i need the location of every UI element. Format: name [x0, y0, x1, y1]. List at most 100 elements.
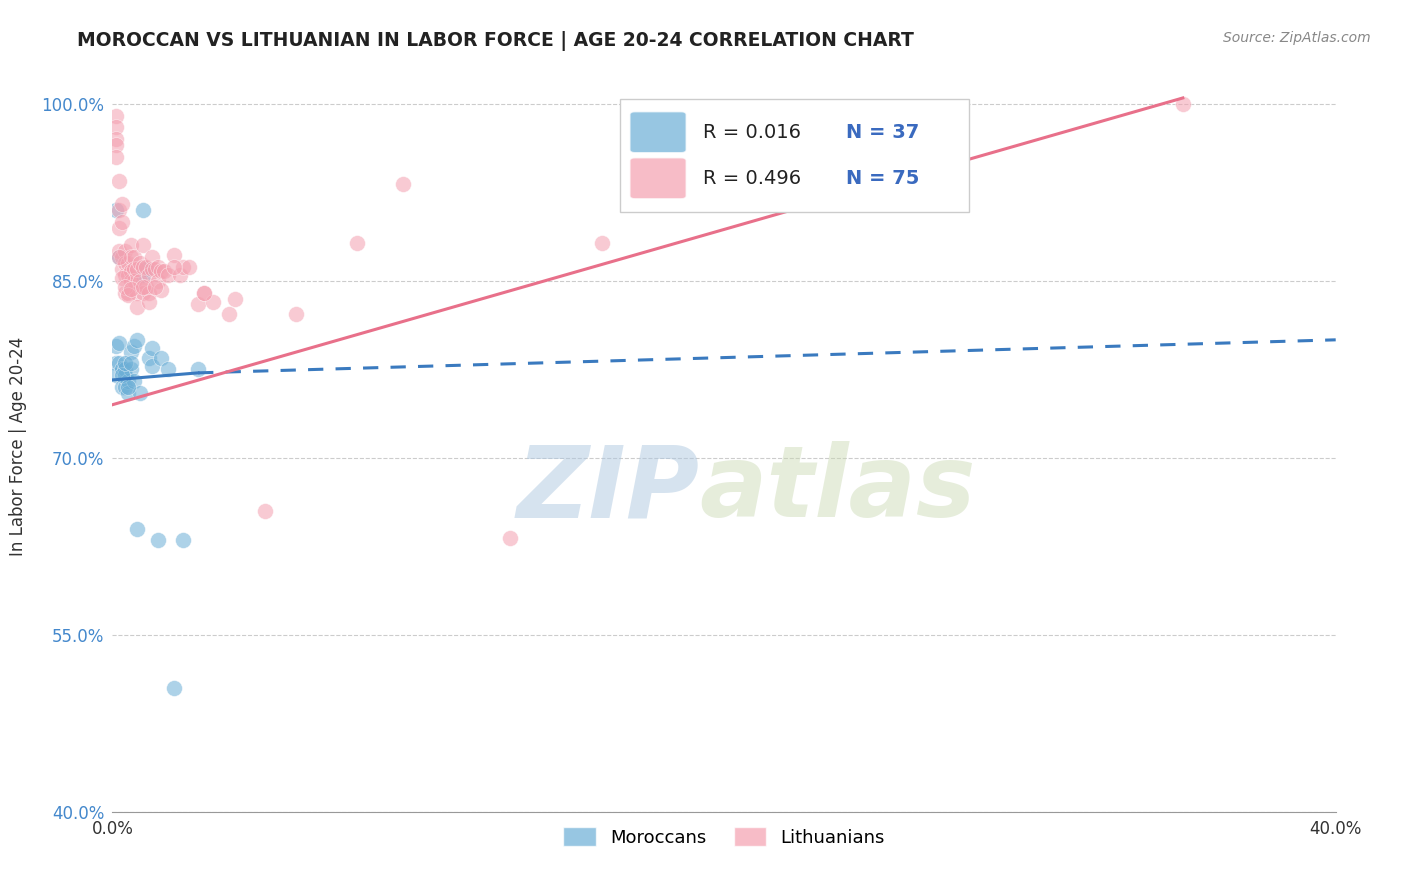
Point: [107, 336, 129, 351]
Point: [202, 295, 225, 310]
Point: [104, 339, 127, 353]
Point: [104, 138, 127, 153]
Point: [163, 681, 186, 695]
Point: [218, 307, 240, 321]
Point: [129, 385, 152, 400]
Point: [138, 285, 160, 300]
Point: [107, 250, 129, 264]
Point: [172, 533, 194, 548]
Point: [104, 150, 127, 164]
Point: [120, 238, 142, 252]
Point: [111, 362, 134, 376]
Point: [141, 262, 163, 277]
Point: [122, 250, 145, 264]
Point: [150, 283, 173, 297]
Point: [135, 260, 157, 274]
Point: [499, 531, 522, 545]
Point: [122, 274, 145, 288]
Point: [107, 202, 129, 217]
Point: [163, 260, 186, 274]
Point: [132, 279, 155, 293]
Text: R = 0.496: R = 0.496: [703, 169, 801, 188]
Point: [117, 374, 139, 388]
Point: [117, 256, 139, 270]
Point: [138, 351, 160, 365]
Point: [132, 260, 155, 274]
Point: [104, 132, 127, 146]
FancyBboxPatch shape: [630, 158, 686, 199]
Text: N = 37: N = 37: [846, 123, 920, 142]
Point: [104, 109, 127, 123]
Point: [284, 307, 308, 321]
Point: [713, 142, 735, 156]
Point: [125, 300, 148, 314]
Point: [143, 279, 166, 293]
Point: [156, 362, 179, 376]
Point: [125, 285, 148, 300]
Point: [111, 271, 134, 285]
Point: [111, 368, 134, 383]
Point: [150, 351, 173, 365]
Point: [120, 274, 142, 288]
Point: [135, 262, 157, 277]
Point: [141, 359, 163, 373]
Point: [122, 262, 145, 277]
Point: [111, 262, 134, 277]
Point: [148, 533, 170, 548]
Point: [193, 285, 215, 300]
Text: atlas: atlas: [700, 442, 976, 539]
Point: [114, 285, 136, 300]
Point: [117, 268, 139, 282]
Point: [114, 362, 136, 376]
Point: [141, 341, 163, 355]
FancyBboxPatch shape: [620, 99, 969, 212]
Point: [172, 260, 194, 274]
Point: [148, 260, 170, 274]
Point: [346, 236, 368, 251]
Point: [129, 256, 152, 270]
Y-axis label: In Labor Force | Age 20-24: In Labor Force | Age 20-24: [10, 336, 27, 556]
Point: [163, 248, 186, 262]
Point: [104, 368, 127, 383]
Point: [187, 362, 209, 376]
Point: [120, 250, 142, 264]
Point: [111, 380, 134, 394]
Point: [111, 215, 134, 229]
Point: [104, 202, 127, 217]
Point: [138, 295, 160, 310]
Point: [114, 356, 136, 370]
Point: [120, 356, 142, 370]
Point: [153, 264, 176, 278]
Point: [104, 356, 127, 370]
Point: [187, 297, 209, 311]
Text: MOROCCAN VS LITHUANIAN IN LABOR FORCE | AGE 20-24 CORRELATION CHART: MOROCCAN VS LITHUANIAN IN LABOR FORCE | …: [77, 31, 914, 51]
Point: [141, 250, 163, 264]
Point: [107, 244, 129, 259]
Point: [129, 274, 152, 288]
Point: [132, 285, 155, 300]
Point: [169, 268, 191, 282]
Point: [117, 288, 139, 302]
Point: [125, 522, 148, 536]
Point: [150, 264, 173, 278]
Point: [254, 504, 277, 518]
Point: [114, 279, 136, 293]
Text: Source: ZipAtlas.com: Source: ZipAtlas.com: [1223, 31, 1371, 45]
Point: [148, 274, 170, 288]
Point: [392, 177, 415, 191]
Point: [120, 282, 142, 296]
Point: [138, 268, 160, 282]
Point: [107, 173, 129, 187]
Point: [143, 262, 166, 277]
Point: [193, 285, 215, 300]
Point: [120, 264, 142, 278]
Point: [114, 268, 136, 282]
Point: [117, 380, 139, 394]
Point: [107, 356, 129, 370]
Point: [107, 220, 129, 235]
Point: [591, 236, 613, 251]
Legend: Moroccans, Lithuanians: Moroccans, Lithuanians: [555, 820, 893, 854]
Point: [114, 380, 136, 394]
Point: [156, 268, 179, 282]
Point: [111, 250, 134, 264]
